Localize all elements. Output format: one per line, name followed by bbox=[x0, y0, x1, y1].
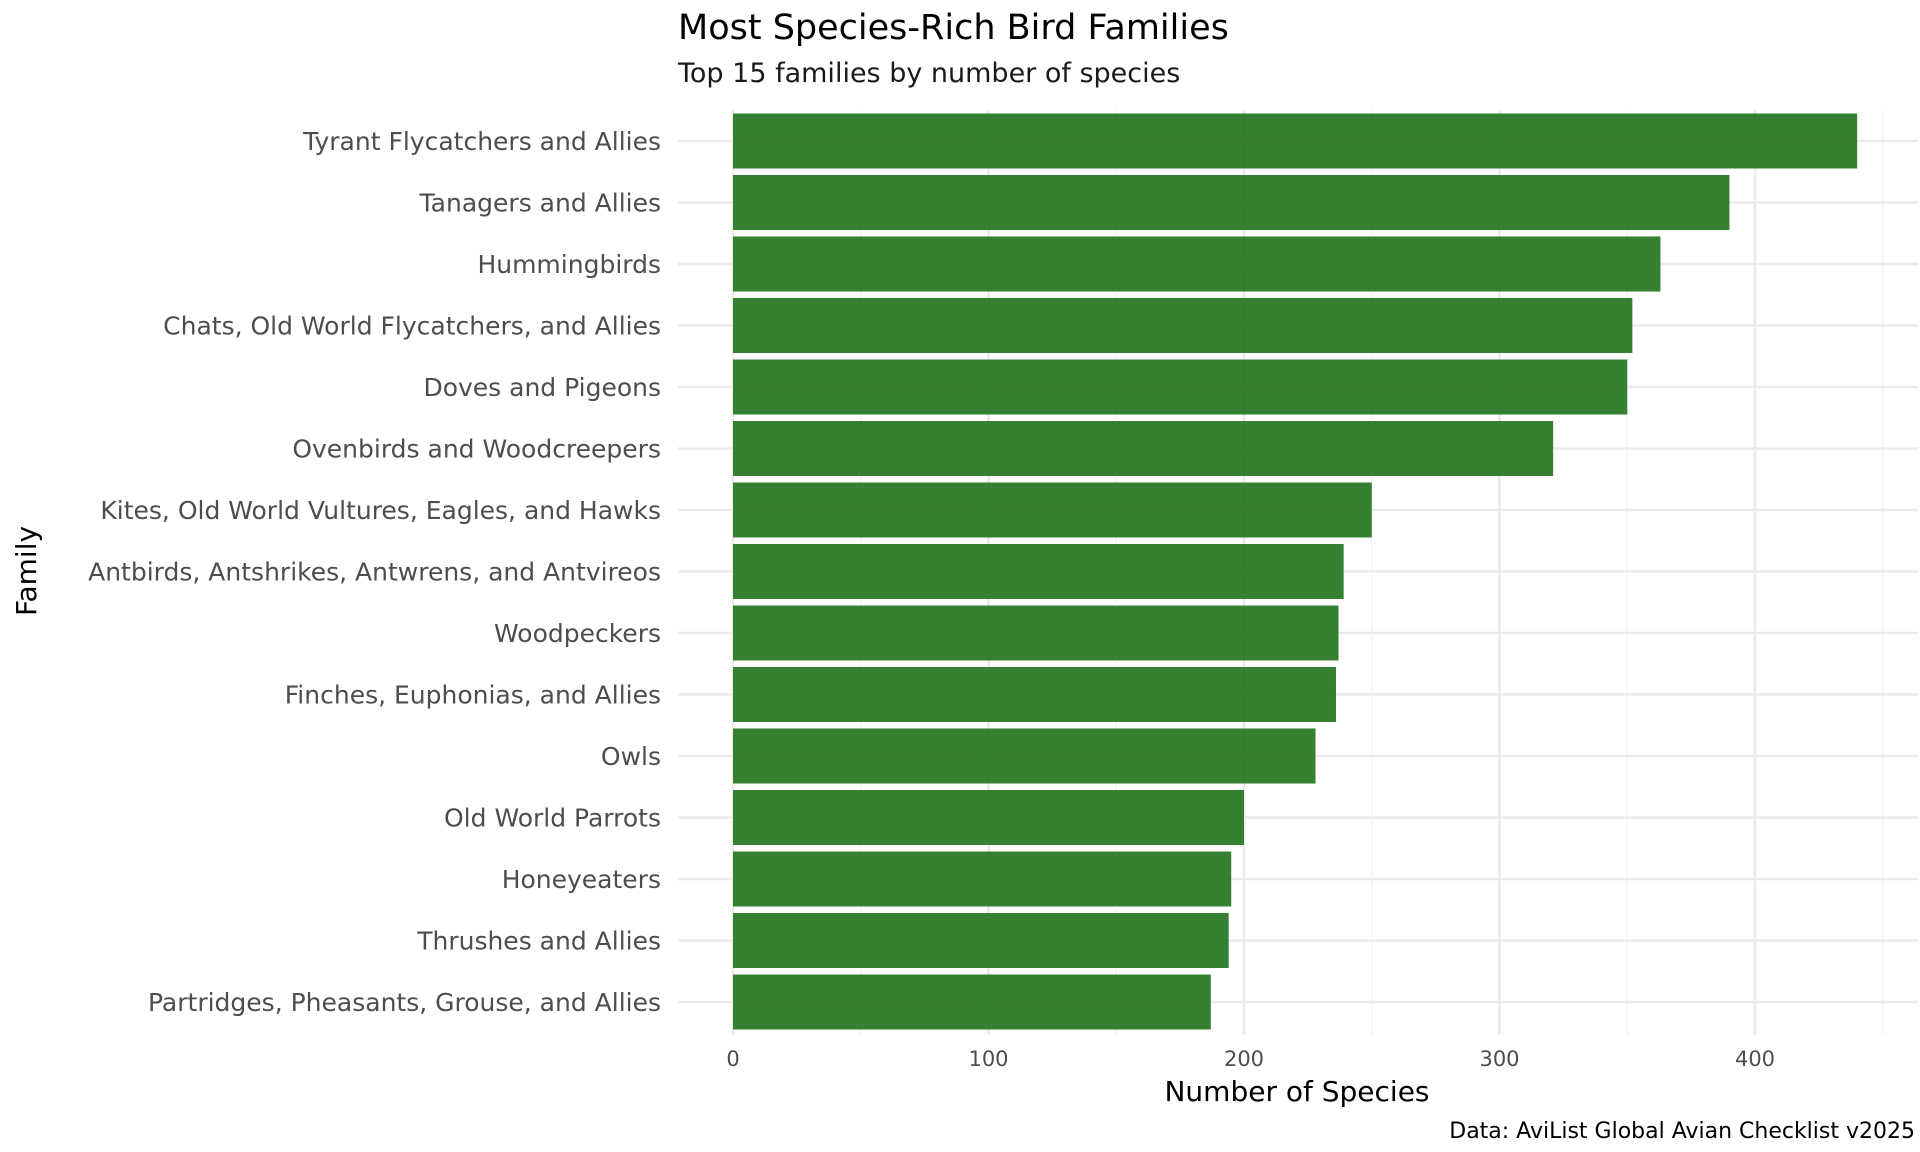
bar bbox=[733, 359, 1628, 415]
x-tick-label: 300 bbox=[1479, 1047, 1519, 1071]
category-label: Honeyeaters bbox=[502, 865, 661, 894]
bar bbox=[733, 790, 1244, 845]
category-label: Thrushes and Allies bbox=[416, 927, 661, 956]
bar bbox=[733, 544, 1344, 599]
bar bbox=[733, 667, 1336, 722]
category-label: Finches, Euphonias, and Allies bbox=[285, 681, 661, 710]
category-label: Kites, Old World Vultures, Eagles, and H… bbox=[100, 496, 661, 525]
category-label: Tanagers and Allies bbox=[419, 189, 661, 218]
category-label: Old World Parrots bbox=[444, 804, 661, 833]
bars bbox=[733, 113, 1858, 1030]
category-label: Hummingbirds bbox=[477, 250, 661, 279]
category-label: Ovenbirds and Woodcreepers bbox=[292, 435, 661, 464]
bar bbox=[733, 236, 1661, 292]
category-labels: Tyrant Flycatchers and Allies Tanagers an… bbox=[88, 127, 661, 1017]
category-label: Doves and Pigeons bbox=[423, 373, 661, 402]
category-label: Antbirds, Antshrikes, Antwrens, and Antv… bbox=[88, 558, 661, 587]
bar bbox=[733, 113, 1858, 169]
x-tick-label: 0 bbox=[726, 1047, 739, 1071]
chart-caption: Data: AviList Global Avian Checklist v20… bbox=[1449, 1119, 1915, 1144]
x-tick-labels: 0 100 200 300 400 bbox=[726, 1047, 1775, 1071]
bar bbox=[733, 175, 1730, 230]
category-label: Partridges, Pheasants, Grouse, and Allie… bbox=[148, 988, 661, 1017]
bar bbox=[733, 298, 1633, 353]
x-tick-label: 100 bbox=[968, 1047, 1008, 1071]
x-tick-label: 400 bbox=[1735, 1047, 1775, 1071]
bar bbox=[733, 482, 1372, 538]
x-axis-title: Number of Species bbox=[1164, 1075, 1429, 1108]
chart-title: Most Species-Rich Bird Families bbox=[678, 8, 1229, 48]
x-tick-label: 200 bbox=[1224, 1047, 1264, 1071]
category-label: Owls bbox=[601, 742, 661, 771]
category-label: Chats, Old World Flycatchers, and Allies bbox=[163, 312, 661, 341]
bar bbox=[733, 605, 1339, 661]
category-label: Tyrant Flycatchers and Allies bbox=[302, 127, 661, 156]
category-label: Woodpeckers bbox=[494, 619, 661, 648]
bar bbox=[733, 974, 1211, 1030]
chart-subtitle: Top 15 families by number of species bbox=[677, 58, 1180, 89]
bar bbox=[733, 851, 1232, 907]
bar bbox=[733, 421, 1554, 476]
bar bbox=[733, 728, 1316, 784]
bar bbox=[733, 913, 1229, 968]
y-axis-title: Family bbox=[10, 526, 43, 616]
